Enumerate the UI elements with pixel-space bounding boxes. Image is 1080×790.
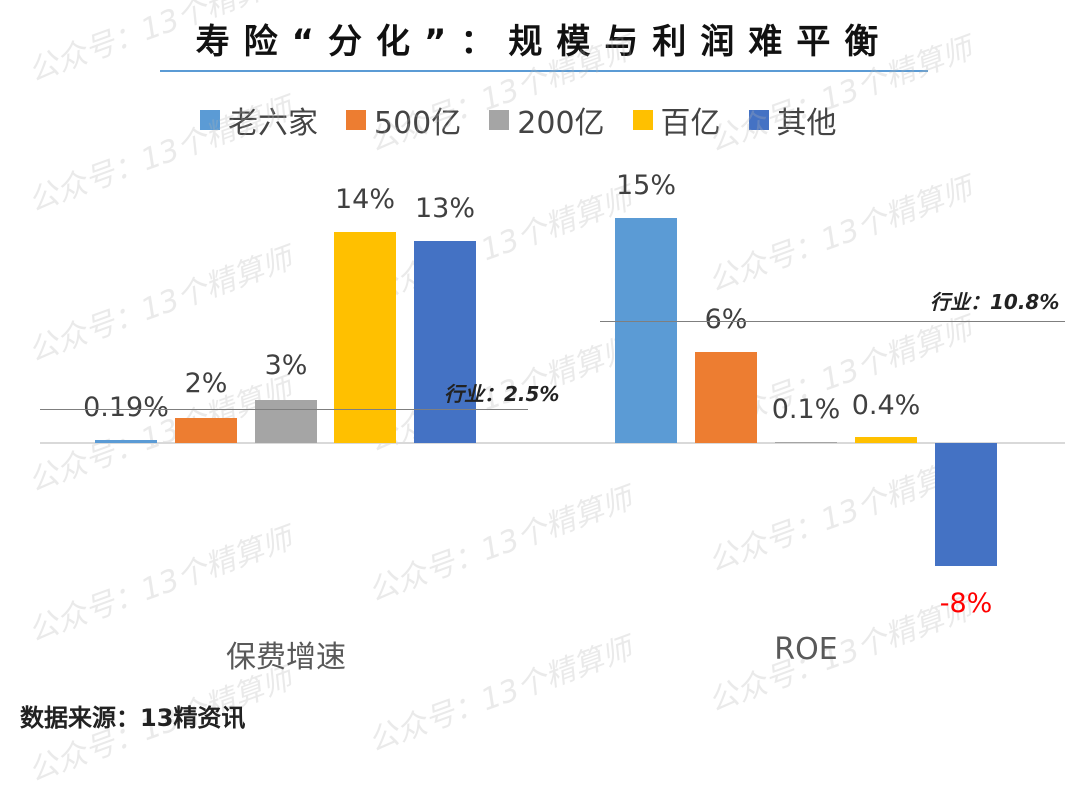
watermark: 公众号：13个精算师: [23, 241, 297, 370]
data-source-note: 数据来源：13精资讯: [20, 704, 246, 732]
industry-reference-label: 行业：10.8%: [930, 290, 1060, 314]
bar-premium-qita: [414, 241, 476, 443]
bar-premium-laoliujia: [95, 440, 157, 443]
value-label: 6%: [704, 304, 748, 335]
legend-label: 百亿: [660, 106, 721, 141]
legend-swatch-icon: [748, 110, 769, 130]
bar-premium-500yi: [175, 418, 237, 443]
category-label: 保费增速: [226, 640, 346, 675]
legend: 老六家 500亿 200亿 百亿 其他: [200, 98, 837, 142]
watermark: 公众号：13个精算师: [23, 521, 297, 650]
legend-label: 其他: [776, 106, 837, 141]
legend-label: 500亿: [374, 106, 462, 141]
value-label: 0.19%: [83, 392, 169, 423]
legend-swatch-icon: [200, 110, 220, 130]
bar-roe-200yi: [775, 442, 837, 443]
bar-roe-qita: [935, 443, 997, 566]
industry-reference-line: [600, 321, 1065, 322]
legend-label: 老六家: [228, 106, 318, 141]
industry-reference-label: 行业：2.5%: [444, 382, 560, 406]
legend-item-qita: 其他: [748, 98, 837, 142]
value-label: 2%: [184, 368, 228, 399]
value-label: 15%: [615, 170, 677, 201]
bar-premium-baiyi: [334, 232, 396, 443]
watermark: 公众号：13个精算师: [363, 631, 637, 760]
value-label-negative: -8%: [939, 588, 993, 619]
watermark: 公众号：13个精算师: [23, 91, 297, 220]
plot-area: 公众号：13个精算师 公众号：13个精算师 公众号：13个精算师 公众号：13个…: [23, 0, 1065, 789]
legend-label: 200亿: [517, 106, 605, 141]
legend-item-500yi: 500亿: [346, 98, 461, 142]
value-label: 0.4%: [851, 390, 921, 421]
value-label: 14%: [334, 184, 396, 215]
value-label: 3%: [264, 350, 308, 381]
watermark: 公众号：13个精算师: [703, 31, 977, 160]
value-label: 0.1%: [771, 394, 841, 425]
watermark: 公众号：13个精算师: [703, 591, 977, 720]
legend-item-200yi: 200亿: [489, 98, 605, 142]
industry-reference-line: [40, 409, 528, 410]
chart-title: 寿险“分化”：规模与利润难平衡: [195, 22, 893, 62]
bar-roe-baiyi: [855, 437, 917, 443]
value-label: 13%: [414, 193, 476, 224]
watermark: 公众号：13个精算师: [703, 171, 977, 300]
legend-swatch-icon: [489, 110, 510, 130]
watermark: 公众号：13个精算师: [363, 481, 637, 610]
bar-roe-laoliujia: [615, 218, 677, 443]
legend-item-laoliujia: 老六家: [200, 98, 318, 142]
legend-item-baiyi: 百亿: [632, 98, 721, 142]
watermark: 公众号：13个精算师: [363, 181, 637, 310]
bar-premium-200yi: [255, 400, 317, 443]
bar-roe-500yi: [695, 352, 757, 443]
x-axis-baseline: [40, 442, 1065, 444]
category-label: ROE: [774, 632, 838, 667]
legend-swatch-icon: [632, 110, 653, 130]
watermark: 公众号：13个精算师: [363, 31, 637, 160]
watermark: 公众号：13个精算师: [23, 0, 297, 90]
title-underline: [160, 70, 928, 72]
legend-swatch-icon: [346, 110, 366, 130]
